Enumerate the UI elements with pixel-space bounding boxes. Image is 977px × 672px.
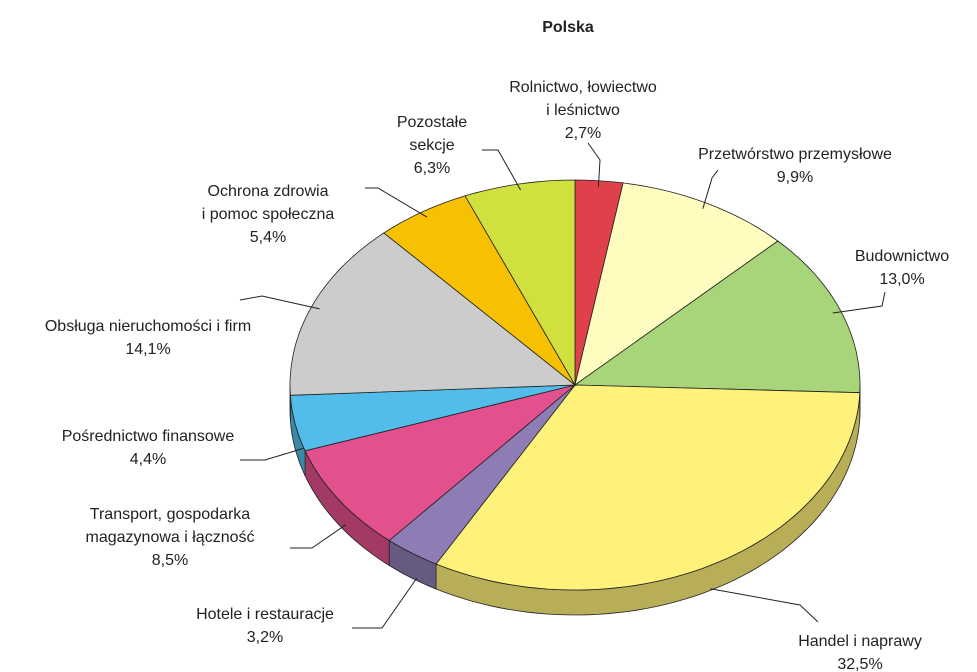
- slice-label: sekcje: [409, 137, 454, 154]
- leader-line: [365, 187, 428, 218]
- value-label: 6,3%: [414, 160, 450, 177]
- leader-line: [240, 447, 304, 461]
- slice: [574, 182, 779, 386]
- slice: [289, 384, 576, 452]
- leader-line: [587, 142, 601, 187]
- value-label: 14,1%: [125, 341, 170, 358]
- slice-label: Budownictwo: [855, 248, 949, 265]
- slice: [388, 384, 576, 565]
- value-label: 2,7%: [565, 125, 601, 142]
- value-label: 3,2%: [247, 629, 283, 646]
- slice-label: Ochrona zdrowia: [208, 183, 329, 200]
- leader-line: [702, 169, 719, 209]
- slice-label: Transport, gospodarka: [90, 506, 250, 523]
- slice-label: i pomoc społeczna: [202, 206, 335, 223]
- slice-label: Hotele i restauracje: [196, 606, 334, 623]
- slice: [464, 179, 576, 387]
- slice: [304, 384, 576, 541]
- slice-label: Pozostałe: [397, 114, 467, 131]
- slice: [383, 195, 576, 386]
- leader-line: [290, 524, 347, 549]
- slice: [435, 384, 861, 591]
- slice: [289, 232, 577, 396]
- leader-line: [710, 588, 819, 623]
- value-label: 8,5%: [152, 552, 188, 569]
- leader-line: [832, 291, 886, 314]
- slice-label: Przetwórstwo przemysłowe: [698, 146, 892, 163]
- slice-label: magazynowa i łączność: [86, 529, 255, 546]
- slice-label: i leśnictwo: [546, 102, 620, 119]
- value-label: 13,0%: [879, 271, 924, 288]
- slice-label: Handel i naprawy: [798, 633, 922, 650]
- slice-label: Pośrednictwo finansowe: [62, 428, 235, 445]
- chart-title: Polska: [542, 19, 594, 36]
- slice-label: Obsługa nieruchomości i firm: [45, 318, 251, 335]
- leader-line: [239, 295, 320, 310]
- slice: [573, 240, 861, 394]
- value-label: 32,5%: [837, 656, 882, 672]
- value-label: 4,4%: [130, 451, 166, 468]
- leader-line: [352, 577, 418, 629]
- leader-line: [482, 149, 522, 191]
- value-label: 5,4%: [250, 229, 286, 246]
- value-label: 9,9%: [777, 169, 813, 186]
- slice-label: Rolnictwo, łowiectwo: [509, 79, 657, 96]
